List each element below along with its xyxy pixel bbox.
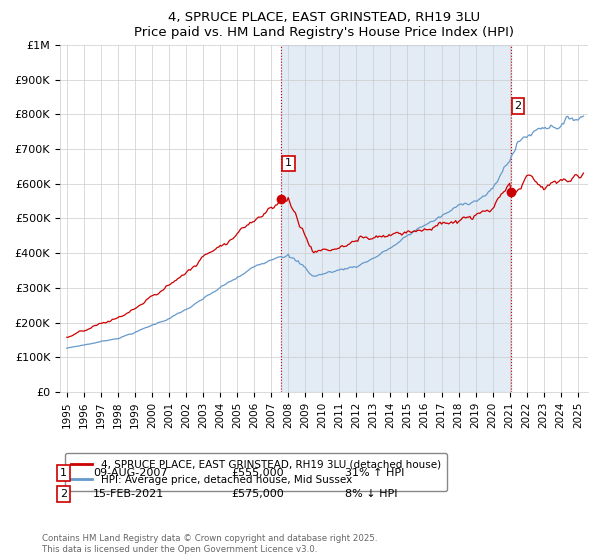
Text: 2: 2 [60,489,67,499]
Text: £555,000: £555,000 [231,468,284,478]
Text: 8% ↓ HPI: 8% ↓ HPI [345,489,398,499]
Text: £575,000: £575,000 [231,489,284,499]
Text: Contains HM Land Registry data © Crown copyright and database right 2025.
This d: Contains HM Land Registry data © Crown c… [42,534,377,554]
Title: 4, SPRUCE PLACE, EAST GRINSTEAD, RH19 3LU
Price paid vs. HM Land Registry's Hous: 4, SPRUCE PLACE, EAST GRINSTEAD, RH19 3L… [134,11,514,39]
Text: 1: 1 [60,468,67,478]
Text: 31% ↑ HPI: 31% ↑ HPI [345,468,404,478]
Text: 15-FEB-2021: 15-FEB-2021 [93,489,164,499]
Text: 1: 1 [285,158,292,169]
Text: 09-AUG-2007: 09-AUG-2007 [93,468,167,478]
Text: 2: 2 [514,101,521,111]
Bar [281,45,511,392]
Legend: 4, SPRUCE PLACE, EAST GRINSTEAD, RH19 3LU (detached house), HPI: Average price, : 4, SPRUCE PLACE, EAST GRINSTEAD, RH19 3L… [65,453,447,491]
